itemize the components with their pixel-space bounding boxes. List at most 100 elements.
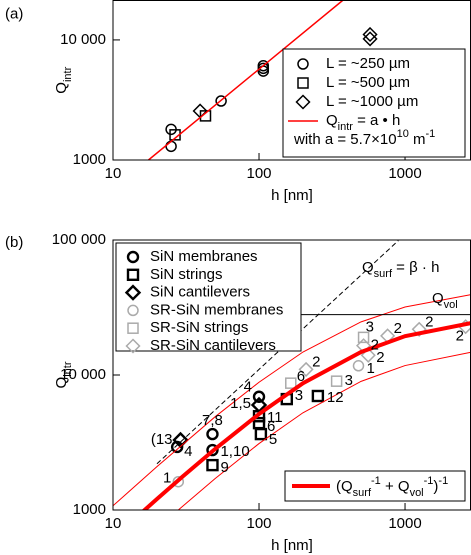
point-label: 3: [345, 372, 353, 389]
point: [250, 396, 268, 414]
point: [298, 361, 314, 377]
point: [124, 284, 142, 301]
point-label: 4: [244, 379, 252, 396]
legend-entry: L = ~1000 µm: [326, 93, 418, 110]
curve: [148, 0, 344, 160]
text-part: (Q: [336, 478, 353, 495]
point-label: 2: [394, 320, 402, 337]
point: [330, 375, 343, 387]
point: [215, 95, 227, 107]
text-part: ): [433, 478, 438, 495]
point-label: 1,10: [220, 443, 249, 460]
legend-entry: (Qsurf-1 + Qvol-1)-1: [336, 475, 448, 499]
text-part: Q: [432, 290, 444, 307]
text-part: m: [409, 131, 426, 148]
point-label: 1: [163, 470, 171, 487]
text-part: -1: [371, 475, 381, 487]
x-tick-label: 10: [105, 515, 122, 532]
legend-entry: SiN membranes: [150, 248, 258, 265]
point: [362, 26, 378, 43]
x-tick-label: 100: [247, 515, 272, 532]
point-label: 6: [267, 418, 275, 435]
text-part: -1: [438, 475, 448, 487]
y-axis-label: Qintr: [53, 66, 74, 93]
point: [362, 31, 378, 47]
annotation: Qsurf = β · h: [362, 259, 439, 280]
curve: [113, 294, 471, 507]
text-part: + Q: [381, 478, 410, 495]
curve: [156, 240, 399, 465]
text-part: surf: [374, 268, 393, 280]
point-label: 11: [267, 409, 283, 426]
text-part: -1: [426, 128, 436, 140]
point: [285, 377, 297, 389]
curve: [141, 321, 471, 510]
point-label: 1: [366, 360, 374, 377]
point: [352, 360, 365, 372]
legend-box: [115, 242, 302, 352]
x-tick-label: 100: [247, 165, 272, 182]
x-axis-label: h [nm]: [271, 187, 313, 204]
point-label: 2: [456, 328, 464, 345]
legend-entry: Qintr = a • h: [326, 112, 400, 133]
text-part: Q: [53, 82, 70, 94]
plot-area: [148, 0, 378, 160]
x-tick-label: 1000: [388, 165, 421, 182]
point-label: 3: [366, 318, 374, 335]
point-label: 5: [269, 431, 277, 448]
legend-entry: SR-SiN cantilevers: [150, 337, 276, 354]
point-label: 6: [297, 368, 305, 385]
text-part: Q: [362, 259, 374, 276]
text-part: Q: [53, 377, 70, 389]
point: [254, 427, 268, 441]
point: [357, 331, 370, 344]
text-part: = β · h: [392, 259, 439, 276]
point-label: 2: [376, 349, 384, 366]
annotation: Qvol: [432, 290, 458, 311]
y-tick-label: 100 000: [52, 231, 106, 248]
text-part: = a • h: [353, 112, 400, 129]
text-part: with a = 5.7×10: [293, 131, 397, 148]
legend-entry: SiN strings: [150, 266, 223, 283]
text-part: intr: [62, 66, 74, 82]
text-part: 10: [397, 128, 409, 140]
point-label: 1,5: [230, 395, 251, 412]
legend-entry: L = ~500 µm: [326, 74, 410, 91]
y-tick-label: 10 000: [60, 366, 106, 383]
point-label: 9: [220, 459, 228, 476]
point: [165, 140, 177, 153]
point: [311, 389, 325, 403]
text-part: surf: [353, 487, 372, 499]
legend-box: [282, 48, 466, 158]
legend-entry: SR-SiN strings: [150, 319, 248, 336]
y-tick-label: 1000: [73, 151, 106, 168]
x-tick-label: 10: [105, 165, 122, 182]
point: [206, 427, 219, 441]
panel-label: (b): [5, 234, 23, 251]
legend-entry: L = ~250 µm: [326, 55, 410, 72]
y-tick-label: 1000: [73, 501, 106, 518]
text-part: intr: [62, 361, 74, 377]
point: [297, 77, 309, 89]
point: [297, 58, 309, 70]
plot-area: [113, 240, 471, 510]
point-label: 4: [184, 443, 192, 460]
y-axis-label: Qintr: [53, 361, 74, 388]
point: [126, 250, 140, 264]
legend-entry: SiN cantilevers: [150, 284, 250, 301]
point: [206, 443, 219, 457]
point: [252, 416, 266, 430]
point-label: 7,8: [202, 412, 223, 429]
point: [252, 390, 266, 403]
x-tick-label: 1000: [388, 515, 421, 532]
text-part: vol: [410, 487, 424, 499]
panel-label: (a): [5, 5, 23, 22]
text-part: -1: [424, 475, 434, 487]
point: [411, 321, 427, 337]
point-label: 2: [425, 313, 433, 330]
text-part: Q: [326, 112, 338, 129]
point-label: 3: [295, 387, 303, 404]
point-label: (13: [151, 431, 173, 448]
point-label: 2: [312, 353, 320, 370]
